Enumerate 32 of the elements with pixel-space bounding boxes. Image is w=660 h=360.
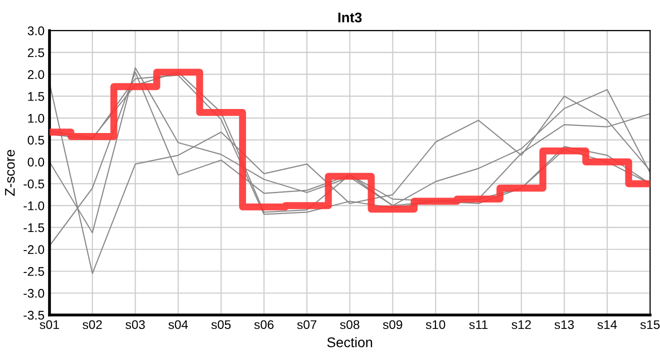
x-tick-label: s10 — [426, 320, 446, 330]
chart-title: Int3 — [338, 12, 362, 22]
y-tick-label: -1.5 — [24, 223, 44, 232]
y-tick-label: -2.5 — [24, 267, 44, 276]
x-tick-label: s12 — [512, 320, 531, 330]
x-tick-label: s13 — [554, 320, 574, 330]
x-tick-label: s02 — [82, 320, 102, 330]
y-tick-label: 3.0 — [28, 26, 44, 36]
x-tick-label: s07 — [297, 320, 316, 330]
y-axis-title: Z-score — [5, 150, 15, 196]
x-tick-label: s08 — [340, 320, 360, 330]
x-axis-title: Section — [327, 337, 372, 348]
y-tick-label: 2.0 — [28, 70, 44, 80]
x-tick-label: s03 — [126, 320, 145, 330]
x-tick-label: s01 — [40, 320, 59, 330]
y-tick-label: -2.0 — [24, 245, 44, 254]
x-tick-label: s09 — [382, 320, 402, 330]
x-tick-label: s15 — [640, 320, 660, 330]
x-tick-label: s06 — [254, 320, 274, 330]
x-tick-label: s11 — [469, 320, 488, 330]
y-tick-label: 1.5 — [28, 92, 44, 101]
x-tick-label: s14 — [597, 320, 617, 330]
y-tick-label: 0.5 — [28, 136, 44, 145]
y-tick-label: 1.0 — [28, 114, 44, 123]
x-tick-label: s05 — [211, 320, 231, 330]
y-tick-label: 0.0 — [28, 158, 44, 167]
y-tick-label: -1.0 — [24, 201, 44, 210]
y-tick-label: -3.0 — [24, 288, 44, 298]
y-tick-label: -3.5 — [24, 310, 44, 320]
y-tick-label: -0.5 — [24, 180, 44, 188]
x-tick-label: s04 — [168, 320, 188, 330]
y-tick-label: 2.5 — [28, 48, 44, 58]
